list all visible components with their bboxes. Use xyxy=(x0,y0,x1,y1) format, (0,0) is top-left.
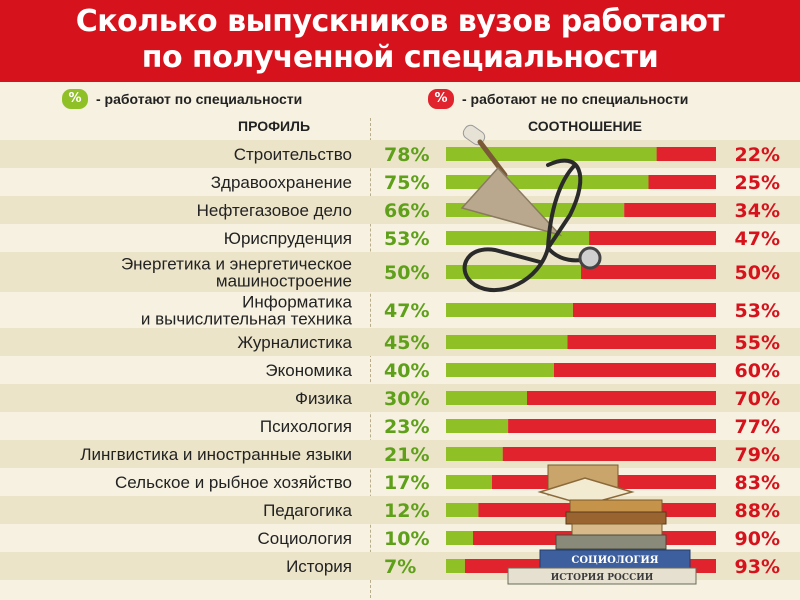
bar-red xyxy=(478,503,716,517)
value-label-red: 53% xyxy=(735,300,780,322)
category-label: Здравоохранение xyxy=(211,173,352,192)
category-label: Педагогика xyxy=(263,501,352,520)
value-label-red: 47% xyxy=(735,228,780,250)
category-label: Юриспруденция xyxy=(224,229,352,248)
legend-red-badge: % xyxy=(428,89,454,109)
value-label-green: 12% xyxy=(384,500,429,522)
column-separator xyxy=(370,118,372,598)
value-label-green: 7% xyxy=(384,556,416,578)
value-label-red: 34% xyxy=(735,200,780,222)
bar-green xyxy=(446,265,581,279)
legend-red-text: - работают не по специальности xyxy=(462,91,689,107)
value-label-green: 78% xyxy=(384,144,429,166)
title-line-2: по полученной специальности xyxy=(141,40,659,75)
bar-green xyxy=(446,559,465,573)
value-label-green: 23% xyxy=(384,416,429,438)
bar-red xyxy=(656,147,716,161)
bar-red xyxy=(589,231,716,245)
legend-red: % - работают не по специальности xyxy=(428,88,688,110)
bar-green xyxy=(446,531,473,545)
bar-green xyxy=(446,475,492,489)
value-label-green: 47% xyxy=(384,300,429,322)
value-label-green: 75% xyxy=(384,172,429,194)
bar-green xyxy=(446,335,568,349)
legend-green-text: - работают по специальности xyxy=(96,91,303,107)
value-label-red: 93% xyxy=(735,556,780,578)
value-label-red: 55% xyxy=(735,332,780,354)
category-label: Социология xyxy=(257,529,352,548)
category-label: Строительство xyxy=(234,145,352,164)
value-label-red: 88% xyxy=(735,500,780,522)
value-label-green: 21% xyxy=(384,444,429,466)
category-label: Сельское и рыбное хозяйство xyxy=(115,473,352,492)
bar-red xyxy=(464,559,716,573)
category-label: Лингвистика и иностранные языки xyxy=(80,445,352,464)
value-label-green: 10% xyxy=(384,528,429,550)
value-label-red: 90% xyxy=(735,528,780,550)
value-label-red: 77% xyxy=(735,416,780,438)
column-header-ratio: СООТНОШЕНИЕ xyxy=(528,118,643,134)
bar-green xyxy=(446,231,590,245)
value-label-green: 30% xyxy=(384,388,429,410)
bar-green xyxy=(446,203,625,217)
value-label-red: 22% xyxy=(735,144,780,166)
value-label-green: 53% xyxy=(384,228,429,250)
category-label: Экономика xyxy=(265,361,352,380)
bar-red xyxy=(502,447,716,461)
bar-red xyxy=(581,265,716,279)
category-label: Физика xyxy=(295,389,353,408)
bar-red xyxy=(624,203,716,217)
value-label-red: 60% xyxy=(735,360,780,382)
bar-green xyxy=(446,447,503,461)
category-label: и вычислительная техника xyxy=(141,310,353,329)
category-label: История xyxy=(286,557,352,576)
bar-green xyxy=(446,147,657,161)
bar-green xyxy=(446,363,554,377)
bar-red xyxy=(648,175,716,189)
bar-red xyxy=(508,419,716,433)
value-label-red: 70% xyxy=(735,388,780,410)
category-label: Нефтегазовое дело xyxy=(197,201,352,220)
bar-green xyxy=(446,391,527,405)
title-line-1: Сколько выпускников вузов работают xyxy=(75,4,725,39)
value-label-green: 45% xyxy=(384,332,429,354)
category-label: Журналистика xyxy=(237,333,352,352)
title-banner: Сколько выпускников вузов работают по по… xyxy=(0,0,800,82)
category-label: Психология xyxy=(260,417,352,436)
bar-red xyxy=(473,531,716,545)
legend-green-badge: % xyxy=(62,89,88,109)
category-label: Информатика xyxy=(242,293,352,312)
category-label: Энергетика и энергетическое xyxy=(121,255,352,274)
value-label-red: 50% xyxy=(735,262,780,284)
bar-green xyxy=(446,303,573,317)
bar-red xyxy=(572,303,716,317)
category-label: машиностроение xyxy=(216,272,352,291)
value-label-green: 50% xyxy=(384,262,429,284)
bar-green xyxy=(446,503,479,517)
bar-green xyxy=(446,419,509,433)
value-label-green: 40% xyxy=(384,360,429,382)
value-label-red: 83% xyxy=(735,472,780,494)
value-label-green: 66% xyxy=(384,200,429,222)
bar-red xyxy=(527,391,716,405)
value-label-red: 25% xyxy=(735,172,780,194)
bar-red xyxy=(567,335,716,349)
bar-green xyxy=(446,175,649,189)
legend-green: % - работают по специальности xyxy=(62,88,302,110)
value-label-green: 17% xyxy=(384,472,429,494)
bar-red xyxy=(554,363,716,377)
value-label-red: 79% xyxy=(735,444,780,466)
bar-red xyxy=(491,475,716,489)
column-header-profile: ПРОФИЛЬ xyxy=(238,118,311,134)
